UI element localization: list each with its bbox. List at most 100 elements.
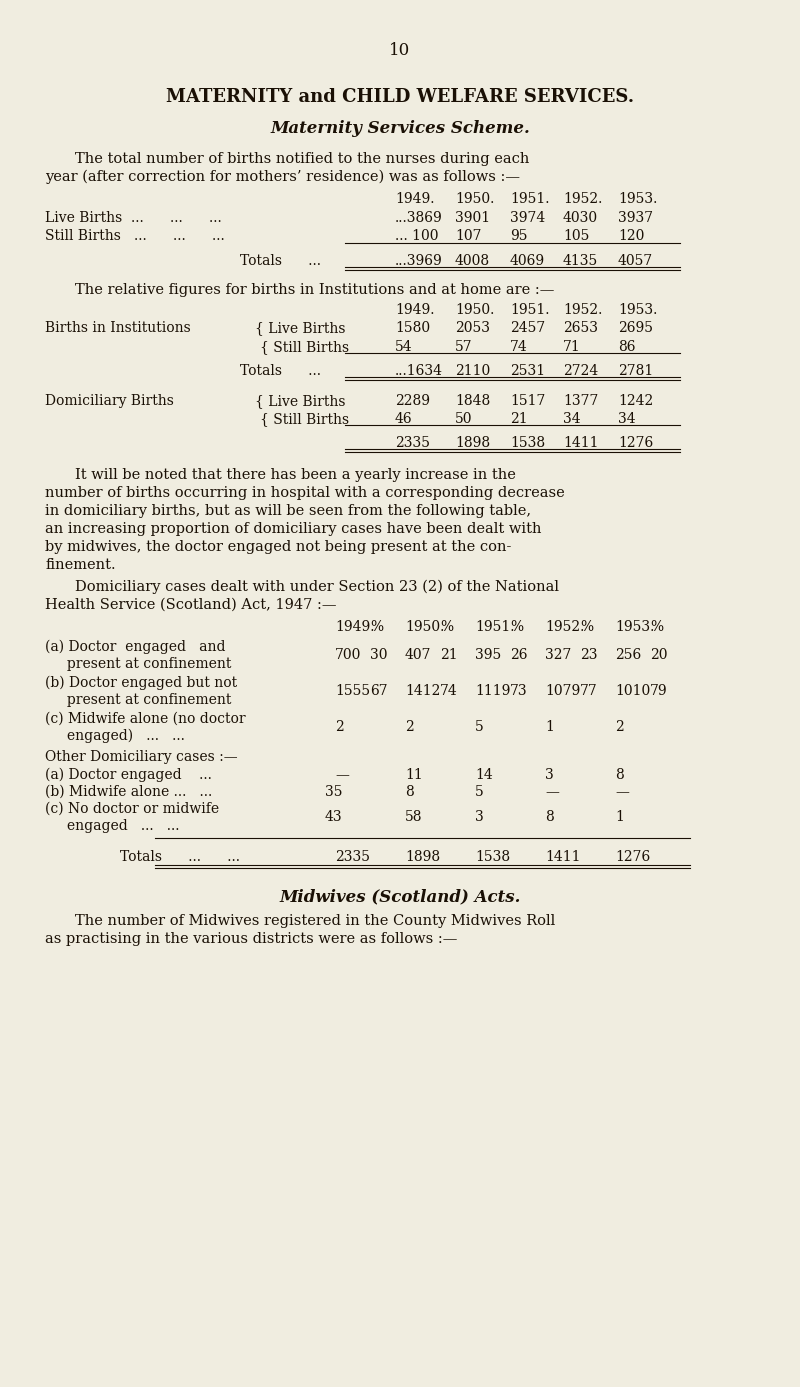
Text: 2695: 2695 (618, 320, 653, 336)
Text: { Live Births: { Live Births (255, 320, 346, 336)
Text: 54: 54 (395, 340, 413, 354)
Text: Live Births  ...      ...      ...: Live Births ... ... ... (45, 211, 222, 225)
Text: 43: 43 (325, 810, 342, 824)
Text: { Still Births: { Still Births (260, 412, 349, 426)
Text: present at confinement: present at confinement (45, 694, 231, 707)
Text: 1010: 1010 (615, 684, 650, 698)
Text: 26: 26 (510, 648, 527, 662)
Text: Domiciliary Births: Domiciliary Births (45, 394, 174, 408)
Text: Totals      ...: Totals ... (240, 254, 321, 268)
Text: 1951.: 1951. (510, 191, 550, 207)
Text: 1952.: 1952. (563, 191, 602, 207)
Text: 5: 5 (475, 785, 484, 799)
Text: 1079: 1079 (545, 684, 580, 698)
Text: 2: 2 (405, 720, 414, 734)
Text: ...3969: ...3969 (395, 254, 442, 268)
Text: 1242: 1242 (618, 394, 654, 408)
Text: 1952.: 1952. (563, 302, 602, 318)
Text: 2335: 2335 (395, 436, 430, 449)
Text: 67: 67 (370, 684, 388, 698)
Text: It will be noted that there has been a yearly increase in the: It will be noted that there has been a y… (75, 467, 516, 483)
Text: (b) Doctor engaged but not: (b) Doctor engaged but not (45, 675, 237, 691)
Text: 2289: 2289 (395, 394, 430, 408)
Text: Still Births   ...      ...      ...: Still Births ... ... ... (45, 229, 225, 243)
Text: 10: 10 (390, 42, 410, 60)
Text: 3937: 3937 (618, 211, 653, 225)
Text: 2: 2 (335, 720, 344, 734)
Text: 4030: 4030 (563, 211, 598, 225)
Text: ...3869: ...3869 (395, 211, 442, 225)
Text: 2110: 2110 (455, 363, 490, 379)
Text: 4008: 4008 (455, 254, 490, 268)
Text: 74: 74 (440, 684, 458, 698)
Text: 1411: 1411 (563, 436, 598, 449)
Text: 1538: 1538 (510, 436, 545, 449)
Text: 1953.: 1953. (618, 191, 658, 207)
Text: 21: 21 (510, 412, 528, 426)
Text: engaged   ...   ...: engaged ... ... (45, 818, 179, 834)
Text: 86: 86 (618, 340, 635, 354)
Text: present at confinement: present at confinement (45, 657, 231, 671)
Text: 4135: 4135 (563, 254, 598, 268)
Text: 327: 327 (545, 648, 571, 662)
Text: 1538: 1538 (475, 850, 510, 864)
Text: 3901: 3901 (455, 211, 490, 225)
Text: Other Domiciliary cases :—: Other Domiciliary cases :— (45, 750, 238, 764)
Text: 1953.: 1953. (618, 302, 658, 318)
Text: 1953.: 1953. (615, 620, 654, 634)
Text: 1949.: 1949. (395, 302, 434, 318)
Text: 2053: 2053 (455, 320, 490, 336)
Text: 5: 5 (475, 720, 484, 734)
Text: Health Service (Scotland) Act, 1947 :—: Health Service (Scotland) Act, 1947 :— (45, 598, 337, 612)
Text: 30: 30 (370, 648, 387, 662)
Text: %: % (440, 620, 453, 634)
Text: 1555: 1555 (335, 684, 370, 698)
Text: 1949.: 1949. (395, 191, 434, 207)
Text: Totals      ...: Totals ... (240, 363, 321, 379)
Text: 1412: 1412 (405, 684, 440, 698)
Text: in domiciliary births, but as will be seen from the following table,: in domiciliary births, but as will be se… (45, 503, 531, 517)
Text: 1950.: 1950. (455, 191, 494, 207)
Text: 71: 71 (563, 340, 581, 354)
Text: 1276: 1276 (615, 850, 650, 864)
Text: ...1634: ...1634 (395, 363, 443, 379)
Text: 57: 57 (455, 340, 473, 354)
Text: 395: 395 (475, 648, 502, 662)
Text: year (after correction for mothers’ residence) was as follows :—: year (after correction for mothers’ resi… (45, 171, 520, 184)
Text: 3: 3 (475, 810, 484, 824)
Text: (c) Midwife alone (no doctor: (c) Midwife alone (no doctor (45, 712, 246, 725)
Text: 120: 120 (618, 229, 644, 243)
Text: %: % (580, 620, 593, 634)
Text: 2724: 2724 (563, 363, 598, 379)
Text: 1580: 1580 (395, 320, 430, 336)
Text: ... 100: ... 100 (395, 229, 438, 243)
Text: 95: 95 (510, 229, 527, 243)
Text: 1950.: 1950. (405, 620, 444, 634)
Text: finement.: finement. (45, 558, 116, 571)
Text: 8: 8 (545, 810, 554, 824)
Text: %: % (650, 620, 663, 634)
Text: 1898: 1898 (405, 850, 440, 864)
Text: —: — (335, 768, 349, 782)
Text: 77: 77 (580, 684, 598, 698)
Text: %: % (510, 620, 523, 634)
Text: 407: 407 (405, 648, 431, 662)
Text: 34: 34 (618, 412, 636, 426)
Text: 2653: 2653 (563, 320, 598, 336)
Text: MATERNITY and CHILD WELFARE SERVICES.: MATERNITY and CHILD WELFARE SERVICES. (166, 87, 634, 105)
Text: —: — (545, 785, 559, 799)
Text: 3974: 3974 (510, 211, 546, 225)
Text: The total number of births notified to the nurses during each: The total number of births notified to t… (75, 153, 530, 166)
Text: 1950.: 1950. (455, 302, 494, 318)
Text: number of births occurring in hospital with a corresponding decrease: number of births occurring in hospital w… (45, 485, 565, 499)
Text: { Still Births: { Still Births (260, 340, 349, 354)
Text: 79: 79 (650, 684, 668, 698)
Text: Maternity Services Scheme.: Maternity Services Scheme. (270, 121, 530, 137)
Text: 107: 107 (455, 229, 482, 243)
Text: 21: 21 (440, 648, 458, 662)
Text: Domiciliary cases dealt with under Section 23 (2) of the National: Domiciliary cases dealt with under Secti… (75, 580, 559, 595)
Text: 50: 50 (455, 412, 473, 426)
Text: 23: 23 (580, 648, 598, 662)
Text: as practising in the various districts were as follows :—: as practising in the various districts w… (45, 932, 458, 946)
Text: 1898: 1898 (455, 436, 490, 449)
